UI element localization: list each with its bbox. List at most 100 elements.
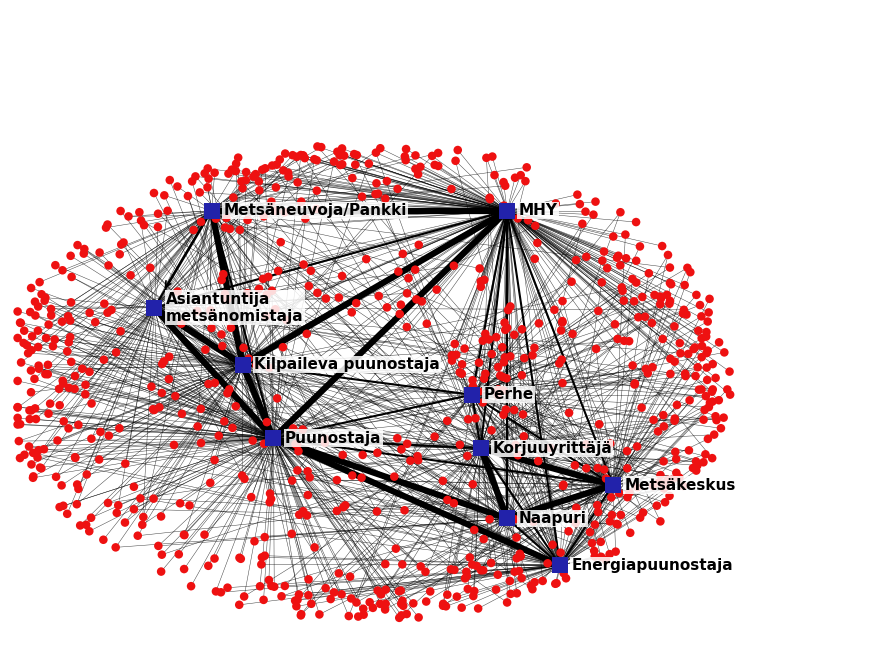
Point	[476, 534, 490, 545]
Point	[31, 342, 45, 353]
Point	[249, 169, 263, 179]
Point	[699, 326, 714, 337]
Point	[153, 402, 167, 413]
Point	[225, 165, 239, 175]
Point	[96, 535, 110, 545]
Point	[454, 602, 468, 613]
Point	[154, 549, 168, 560]
Point	[657, 421, 671, 432]
Point	[237, 591, 251, 602]
Point	[706, 359, 720, 369]
Point	[708, 373, 722, 383]
Point	[431, 148, 445, 159]
Text: Perhe: Perhe	[483, 387, 534, 402]
Point	[445, 183, 459, 194]
Point	[500, 513, 514, 524]
Point	[393, 585, 407, 596]
Point	[26, 472, 40, 483]
Point	[657, 483, 671, 494]
Point	[485, 151, 499, 162]
Point	[603, 516, 617, 527]
Point	[549, 578, 564, 589]
Point	[609, 518, 624, 529]
Point	[635, 292, 649, 302]
Point	[109, 508, 123, 518]
Point	[146, 493, 161, 504]
Point	[32, 363, 46, 374]
Point	[712, 337, 726, 348]
Point	[32, 361, 46, 371]
Point	[26, 448, 41, 458]
Point	[27, 373, 41, 384]
Point	[535, 575, 549, 586]
Point	[201, 379, 215, 389]
Point	[265, 196, 279, 207]
Point	[403, 456, 417, 466]
Point	[511, 213, 525, 223]
Point	[488, 170, 502, 181]
Point	[31, 301, 45, 312]
Point	[252, 185, 266, 196]
Point	[556, 316, 570, 326]
Point	[162, 351, 176, 362]
Point	[610, 519, 624, 530]
Text: Korjuuyrittäjä: Korjuuyrittäjä	[492, 441, 612, 456]
Point	[49, 472, 64, 482]
Point	[676, 308, 690, 319]
Point	[29, 413, 43, 424]
Point	[508, 173, 522, 183]
Point	[370, 178, 384, 189]
Point	[18, 450, 32, 460]
Point	[461, 414, 475, 425]
Point	[569, 518, 583, 529]
Point	[705, 453, 719, 464]
Point	[127, 504, 141, 514]
Point	[474, 276, 488, 287]
Point	[613, 260, 627, 271]
Point	[484, 557, 498, 568]
Point	[68, 452, 82, 463]
Point	[663, 353, 677, 364]
Point	[639, 363, 653, 374]
Point	[19, 340, 34, 351]
Point	[281, 171, 295, 182]
Point	[636, 507, 650, 518]
Point	[92, 454, 106, 465]
Point	[302, 574, 316, 585]
Point	[256, 274, 270, 284]
Point	[25, 345, 39, 355]
Point	[310, 141, 325, 152]
Point	[579, 463, 594, 474]
Point	[394, 444, 408, 455]
Point	[697, 457, 711, 468]
Point	[676, 304, 691, 315]
Point	[504, 301, 518, 312]
Point	[300, 328, 314, 339]
Point	[183, 500, 197, 510]
Point	[335, 143, 349, 154]
Point	[490, 332, 504, 343]
Point	[56, 265, 70, 276]
Point	[467, 524, 482, 535]
Point	[318, 438, 332, 448]
Point	[64, 357, 78, 367]
Point	[363, 597, 377, 607]
Point	[436, 600, 450, 611]
Point	[447, 498, 461, 508]
Point	[64, 250, 78, 261]
Point	[460, 451, 475, 462]
Point	[699, 331, 714, 342]
Point	[332, 292, 346, 303]
Point	[615, 282, 629, 293]
Point	[503, 575, 517, 586]
Point	[449, 155, 463, 166]
Point	[655, 334, 669, 345]
Point	[263, 362, 277, 373]
Point	[118, 458, 132, 469]
Point	[662, 298, 676, 309]
Text: Energiapuunostaja: Energiapuunostaja	[572, 558, 733, 573]
Point	[295, 609, 309, 619]
Point	[473, 263, 487, 274]
Point	[722, 366, 736, 377]
Point	[634, 402, 648, 413]
